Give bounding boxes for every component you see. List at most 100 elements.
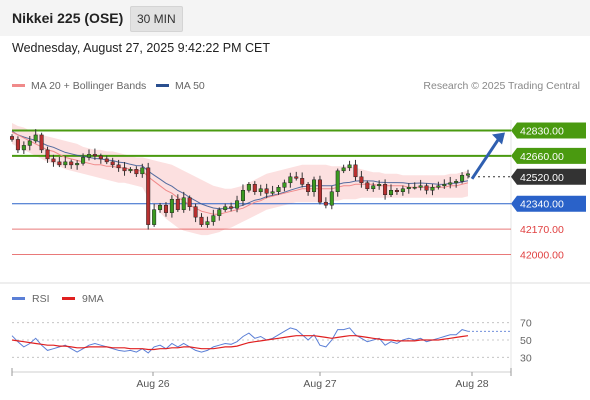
timeframe-button[interactable]: 30 MIN xyxy=(130,6,183,32)
candle-body-72 xyxy=(436,185,441,188)
candle-body-76 xyxy=(460,175,465,182)
candle-body-8 xyxy=(57,161,62,166)
candle-body-62 xyxy=(377,184,382,187)
time-label-2: Aug 28 xyxy=(455,378,488,390)
candle-body-74 xyxy=(448,182,453,185)
candle-body-31 xyxy=(193,206,198,218)
candle-18 xyxy=(116,159,121,172)
candle-body-7 xyxy=(51,158,56,163)
candle-53 xyxy=(323,197,328,209)
candle-57 xyxy=(347,160,352,171)
candle-64 xyxy=(389,184,394,197)
candle-23 xyxy=(146,162,151,230)
candle-52 xyxy=(317,175,322,205)
candle-67 xyxy=(406,183,411,194)
candle-13 xyxy=(86,149,91,161)
candle-36 xyxy=(223,203,228,212)
candle-body-43 xyxy=(264,188,269,194)
level-tag-2 xyxy=(511,168,586,185)
candle-12 xyxy=(81,153,86,166)
candle-34 xyxy=(211,209,216,226)
candle-26 xyxy=(163,202,168,217)
candle-body-29 xyxy=(181,197,186,210)
candle-41 xyxy=(252,181,257,195)
candle-body-57 xyxy=(347,164,352,169)
level-text-2: 42520.00 xyxy=(520,172,564,184)
candle-body-34 xyxy=(211,215,216,222)
candle-76 xyxy=(460,172,465,184)
candle-body-5 xyxy=(39,134,44,151)
candle-21 xyxy=(134,166,139,177)
candle-2 xyxy=(21,141,26,154)
candle-body-67 xyxy=(406,187,411,190)
candle-body-59 xyxy=(359,176,364,184)
candle-50 xyxy=(306,182,311,196)
candle-body-23 xyxy=(146,167,151,225)
candle-19 xyxy=(122,162,127,176)
candle-48 xyxy=(294,171,299,181)
candle-body-50 xyxy=(306,184,311,192)
candle-body-15 xyxy=(98,155,103,160)
candle-body-42 xyxy=(258,188,263,192)
legend-rsi-label: RSI xyxy=(32,293,50,305)
candle-47 xyxy=(288,172,293,188)
candle-body-49 xyxy=(300,178,305,185)
candle-body-12 xyxy=(81,157,86,164)
bollinger-band xyxy=(12,123,468,236)
candle-body-44 xyxy=(270,191,275,194)
candle-body-77 xyxy=(465,173,471,176)
candle-body-45 xyxy=(276,187,281,192)
candle-46 xyxy=(282,179,287,192)
rsi-line xyxy=(11,327,469,354)
candle-63 xyxy=(383,179,388,200)
candle-body-9 xyxy=(63,161,68,166)
candle-body-27 xyxy=(169,198,174,213)
forecast-arrow-shaft xyxy=(470,137,501,180)
level-tag-1 xyxy=(511,147,586,164)
ma20-line xyxy=(11,131,469,215)
candle-body-28 xyxy=(175,198,180,210)
candle-9 xyxy=(63,156,68,168)
rsi-swatch xyxy=(12,297,25,300)
candle-39 xyxy=(240,184,245,206)
candle-body-3 xyxy=(27,140,32,146)
candle-73 xyxy=(442,179,447,189)
candle-body-73 xyxy=(442,184,447,187)
candle-51 xyxy=(312,176,317,197)
candle-17 xyxy=(110,157,115,168)
level-tag-0 xyxy=(511,122,586,139)
level-label-1: 42660.00 xyxy=(511,147,586,164)
candle-40 xyxy=(246,182,251,193)
candle-5 xyxy=(39,132,44,154)
candle-44 xyxy=(270,185,275,196)
candle-4 xyxy=(33,129,38,144)
candle-58 xyxy=(353,159,358,181)
level-label-5: 42000.00 xyxy=(520,250,564,262)
candle-8 xyxy=(57,156,62,168)
timestamp: Wednesday, August 27, 2025 9:42:22 PM CE… xyxy=(12,41,271,55)
level-text-3: 42340.00 xyxy=(520,199,564,211)
candle-65 xyxy=(394,188,399,195)
candle-body-40 xyxy=(246,184,251,191)
candle-6 xyxy=(45,146,50,163)
candle-72 xyxy=(436,181,441,190)
candle-62 xyxy=(377,180,382,190)
candle-59 xyxy=(359,170,364,188)
instrument-title: Nikkei 225 (OSE) xyxy=(12,10,124,26)
candle-28 xyxy=(175,194,180,212)
candle-20 xyxy=(128,167,133,174)
candle-43 xyxy=(264,183,269,199)
candle-body-37 xyxy=(229,206,234,209)
candle-body-0 xyxy=(9,136,15,140)
osc-tick-0: 70 xyxy=(520,318,532,330)
candle-42 xyxy=(258,184,263,196)
candle-body-68 xyxy=(412,187,417,189)
candle-body-70 xyxy=(424,185,429,191)
candle-61 xyxy=(371,182,376,192)
candle-body-33 xyxy=(205,221,210,225)
candle-56 xyxy=(341,164,346,174)
candle-body-46 xyxy=(282,182,287,188)
level-label-4: 42170.00 xyxy=(520,224,564,236)
candle-body-54 xyxy=(329,191,334,206)
